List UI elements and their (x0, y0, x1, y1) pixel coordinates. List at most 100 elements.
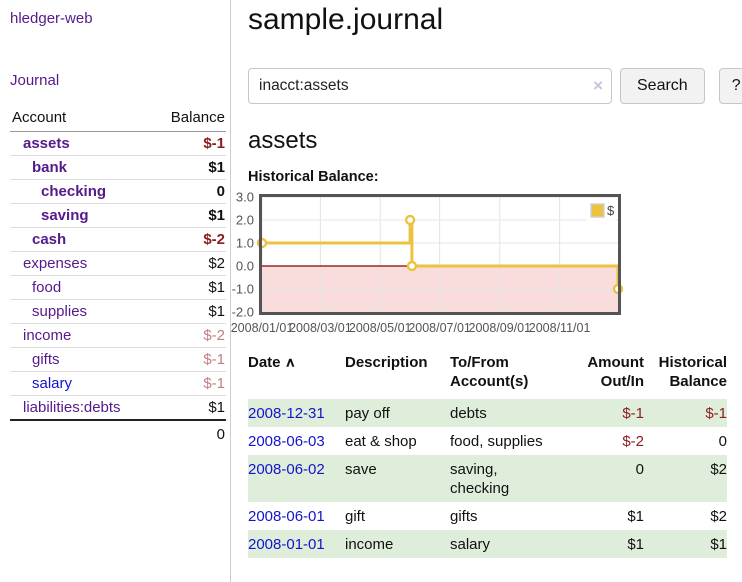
account-row: checking 0 (10, 179, 226, 204)
transaction-amount: $1 (627, 508, 644, 525)
transaction-description: gift (345, 508, 366, 525)
sidebar-account-expenses[interactable]: expenses (23, 255, 88, 272)
sidebar-account-salary[interactable]: salary (32, 375, 73, 392)
accounts-total-row: 0 (10, 419, 226, 444)
sidebar-account-saving[interactable]: saving (41, 207, 89, 224)
sidebar-account-income[interactable]: income (23, 327, 72, 344)
clear-search-icon[interactable]: × (593, 76, 603, 95)
account-row: supplies $1 (10, 299, 226, 324)
transaction-balance: $1 (644, 530, 727, 558)
accounts-table-header-row: Account Balance (10, 107, 226, 132)
account-row: gifts $-1 (10, 347, 226, 372)
register-header-amount: Amount Out/In (587, 354, 644, 390)
svg-text:2008/05/01: 2008/05/01 (349, 321, 412, 335)
svg-text:1.0: 1.0 (236, 236, 254, 251)
svg-text:0.0: 0.0 (236, 259, 254, 274)
sidebar-account-gifts[interactable]: gifts (32, 351, 60, 368)
accounts-header-account: Account (10, 107, 153, 132)
svg-text:2.0: 2.0 (236, 213, 254, 228)
transaction-row: 2008-01-01 income salary $1 $1 (248, 530, 727, 558)
account-row: assets $-1 (10, 132, 226, 156)
svg-text:3.0: 3.0 (236, 191, 254, 205)
sidebar-account-cash[interactable]: cash (32, 231, 67, 248)
transaction-description: save (345, 455, 450, 502)
search-box: × (248, 68, 612, 104)
search-input[interactable] (248, 68, 612, 104)
account-balance: $1 (152, 275, 226, 300)
sidebar-account-assets[interactable]: assets (23, 135, 70, 152)
register-table: Date ∧ Description To/From Account(s) Am… (248, 351, 727, 558)
sidebar-account-supplies[interactable]: supplies (32, 303, 88, 320)
transaction-date-cell: 2008-01-01 (248, 530, 345, 558)
transaction-date-link[interactable]: 2008-06-01 (248, 508, 325, 525)
account-row: expenses $2 (10, 251, 226, 276)
transaction-accounts: debts (450, 399, 572, 427)
transaction-description: eat & shop (345, 433, 417, 450)
account-row: salary $-1 (10, 371, 226, 396)
register-header-balance: Historical Balance (658, 354, 727, 390)
transaction-amount: $1 (572, 530, 644, 558)
transaction-accounts: salary (450, 530, 572, 558)
sidebar-account-bank[interactable]: bank (32, 159, 68, 176)
svg-text:2008/07/01: 2008/07/01 (408, 321, 471, 335)
register-header-accounts: To/From Account(s) (450, 354, 529, 390)
sidebar-account-checking[interactable]: checking (41, 183, 107, 200)
transaction-description: income (345, 530, 450, 558)
transaction-row: 2008-06-01 gift gifts $1 $2 (248, 502, 727, 530)
transaction-amount: $-2 (622, 433, 644, 450)
search-button[interactable]: Search (620, 68, 705, 104)
svg-text:-2.0: -2.0 (232, 305, 254, 320)
transaction-date-cell: 2008-06-02 (248, 455, 345, 502)
register-header-date[interactable]: Date ∧ (248, 354, 296, 371)
svg-text:2008/01/01: 2008/01/01 (231, 321, 294, 335)
account-row: liabilities:debts $1 (10, 395, 226, 420)
accounts-total-spacer (10, 419, 153, 444)
transaction-balance: 0 (718, 433, 727, 450)
account-balance: $1 (152, 155, 226, 180)
account-balance: $-1 (152, 371, 226, 396)
historical-balance-chart: 3.0 2.0 1.0 0.0 -1.0 -2.0 2008/01/01 2008/03/01… (228, 190, 742, 343)
transaction-row: 2008-06-02 save saving, checking 0 $2 (248, 455, 727, 502)
account-row: food $1 (10, 275, 226, 300)
account-balance: $1 (152, 203, 226, 228)
transaction-amount: 0 (572, 455, 644, 502)
page-title: sample.journal (248, 3, 444, 36)
svg-text:$: $ (607, 203, 615, 218)
sidebar: hledger-web Journal Account Balance asse… (0, 0, 231, 582)
register-header-description: Description (345, 354, 428, 371)
register-header-row: Date ∧ Description To/From Account(s) Am… (248, 351, 727, 399)
transaction-description: pay off (345, 399, 450, 427)
account-row: saving $1 (10, 203, 226, 228)
sort-ascending-icon: ∧ (284, 355, 296, 370)
transaction-date-link[interactable]: 2008-06-02 (248, 461, 325, 478)
transaction-date-link[interactable]: 2008-06-03 (248, 433, 325, 450)
svg-text:2008/11/01: 2008/11/01 (529, 321, 591, 335)
sidebar-account-food[interactable]: food (32, 279, 62, 296)
transaction-balance: $2 (710, 508, 727, 525)
transaction-accounts: food, supplies (450, 433, 543, 450)
help-button[interactable]: ? (718, 68, 742, 104)
transaction-balance: $2 (644, 455, 727, 502)
sidebar-item-journal[interactable]: Journal (10, 72, 60, 89)
transaction-balance: $-1 (644, 399, 727, 427)
account-balance: $-2 (152, 227, 226, 252)
sidebar-account-liabilities-debts[interactable]: liabilities:debts (23, 399, 121, 416)
transaction-accounts: saving, checking (450, 455, 572, 502)
account-balance: 0 (152, 179, 226, 204)
account-balance: $2 (152, 251, 226, 276)
svg-text:2008/09/01: 2008/09/01 (469, 321, 532, 335)
account-row: income $-2 (10, 323, 226, 348)
transaction-accounts: gifts (450, 508, 478, 525)
transaction-row: 2008-06-03 eat & shop food, supplies $-2 0 (248, 427, 727, 455)
account-row: bank $1 (10, 155, 226, 180)
accounts-table: Account Balance assets $-1 bank $1 checking 0… (10, 107, 226, 444)
account-balance: $-1 (203, 135, 225, 152)
transaction-date-cell: 2008-12-31 (248, 399, 345, 427)
main-content: sample.journal × Search ? assets Histori… (231, 0, 742, 582)
transaction-row: 2008-12-31 pay off debts $-1 $-1 (248, 399, 727, 427)
transaction-date-link[interactable]: 2008-12-31 (248, 405, 325, 422)
svg-text:2008/03/01: 2008/03/01 (289, 321, 352, 335)
app-title-link[interactable]: hledger-web (10, 10, 93, 27)
transaction-date-link[interactable]: 2008-01-01 (248, 536, 325, 553)
